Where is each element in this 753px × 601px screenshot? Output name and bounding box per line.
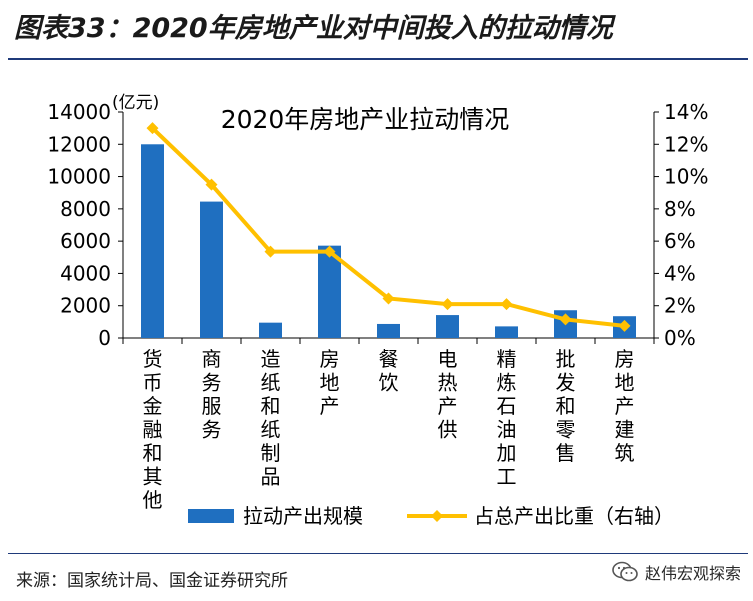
title-rule <box>8 58 748 60</box>
legend-bar-swatch <box>188 509 234 523</box>
watermark-text: 赵伟宏观探索 <box>644 564 741 583</box>
x-tick-label: 批发和零售 <box>556 347 576 465</box>
y2-tick-label: 10% <box>664 165 708 189</box>
x-tick-label: 商务服务 <box>202 347 222 442</box>
y-unit-label: (亿元) <box>112 93 159 113</box>
bar <box>200 201 223 338</box>
legend-line-marker <box>431 510 443 522</box>
y-tick-label: 4000 <box>60 261 111 285</box>
bar <box>495 326 518 338</box>
y-tick-label: 14000 <box>47 100 111 124</box>
y-tick-label: 6000 <box>60 229 111 253</box>
x-tick-label: 精炼石油加工 <box>497 347 517 489</box>
y-tick-label: 8000 <box>60 197 111 221</box>
bar <box>259 322 282 338</box>
x-tick-label: 餐饮 <box>379 347 399 395</box>
bar <box>318 245 341 338</box>
line-point <box>559 313 572 326</box>
bar <box>141 144 164 338</box>
y2-tick-label: 12% <box>664 132 708 156</box>
y2-tick-label: 8% <box>664 197 696 221</box>
y-tick-label: 10000 <box>47 165 111 189</box>
chart-title: 2020年房地产业拉动情况 <box>221 105 510 134</box>
figure-title: 图表33：2020年房地产业对中间投入的拉动情况 <box>14 13 613 44</box>
bar <box>377 323 400 338</box>
legend-bar-label: 拉动产出规模 <box>243 504 363 528</box>
line-point <box>441 298 454 311</box>
line-point <box>146 122 159 135</box>
chart: 0 2000 4000 6000 8000 10000 12000 14000 0% 2% 4% 6%… <box>47 93 708 528</box>
watermark: 赵伟宏观探索 <box>611 560 741 584</box>
y2-tick-label: 2% <box>664 294 696 318</box>
wechat-icon <box>612 561 638 582</box>
legend-line-label: 占总产出比重（右轴） <box>474 504 674 528</box>
line-point <box>618 319 631 332</box>
y-tick-label: 0 <box>98 326 111 350</box>
y-tick-label: 2000 <box>60 294 111 318</box>
line-point <box>205 178 218 191</box>
line-point <box>264 245 277 258</box>
x-tick-label: 货币金融和其他 <box>143 347 163 512</box>
y2-tick-label: 0% <box>664 326 696 350</box>
y2-tick-label: 14% <box>664 100 708 124</box>
y2-tick-label: 4% <box>664 261 696 285</box>
y2-tick-label: 6% <box>664 229 696 253</box>
y-tick-label: 12000 <box>47 132 111 156</box>
bar <box>436 315 459 338</box>
x-tick-label: 房地产 <box>320 347 340 418</box>
line-point <box>382 292 395 305</box>
line-point <box>500 298 513 311</box>
source-rule <box>8 553 748 554</box>
x-tick-label: 房地产建筑 <box>615 347 635 465</box>
x-tick-label: 造纸和纸制品 <box>261 347 281 489</box>
line-point <box>323 245 336 258</box>
source-note: 来源：国家统计局、国金证券研究所 <box>16 571 288 591</box>
x-tick-label: 电热产供 <box>438 347 458 442</box>
